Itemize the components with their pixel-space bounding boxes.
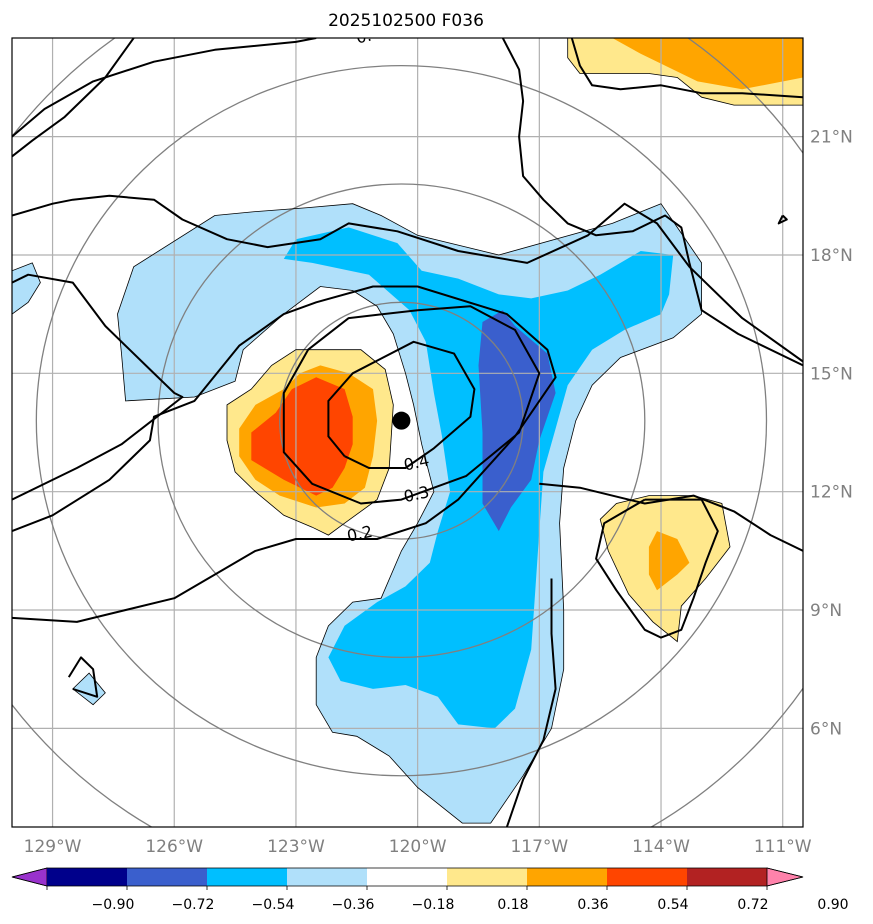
x-tick-label: 114°W: [632, 837, 690, 857]
colorbar-tick-label: −0.18: [412, 897, 455, 913]
y-tick-label: 6°N: [810, 719, 842, 739]
contour-label: 0.: [354, 26, 373, 48]
contour-line: [595, 498, 719, 639]
range-ring: [157, 183, 646, 659]
contour-line: [12, 285, 557, 623]
y-tick-label: 12°N: [810, 483, 853, 503]
contour-line: [539, 482, 803, 552]
contour-line: [505, 578, 557, 827]
chart-title: 2025102500 F036: [328, 11, 484, 31]
contour-line: [570, 38, 803, 99]
colorbar-tick-label: −0.90: [92, 897, 135, 913]
range-ring: [35, 64, 768, 777]
filled-region-outline: [599, 495, 731, 643]
contour-line: [777, 214, 788, 225]
contour-line: [501, 38, 803, 367]
filled-region-outline: [12, 262, 41, 315]
x-tick-label: 123°W: [267, 837, 325, 857]
contour-line: [67, 656, 99, 698]
filled-region-outline: [567, 38, 803, 106]
colorbar-extend-high: [766, 867, 804, 887]
y-tick-label: 15°N: [810, 364, 853, 384]
y-axis-ticks: 6°N 9°N 12°N 15°N 18°N 21°N: [810, 128, 853, 740]
y-tick-label: 9°N: [810, 601, 842, 621]
colorbar-segment: [207, 868, 288, 886]
filled-region: [648, 531, 690, 591]
y-tick-label: 18°N: [810, 246, 853, 266]
x-tick-label: 126°W: [145, 837, 203, 857]
contour-line: [12, 38, 317, 138]
x-tick-label: 111°W: [754, 837, 812, 857]
contour-label: 0.4: [402, 451, 431, 475]
map-plot-area: 0.4 0.3 0.2 0.: [12, 26, 803, 827]
colorbar-segment: [287, 868, 368, 886]
colorbar-segment: [607, 868, 688, 886]
contour-line: [12, 38, 135, 158]
colorbar-tick-label: −0.72: [172, 897, 215, 913]
storm-center-marker: [392, 411, 411, 430]
contour-line: [12, 273, 184, 501]
colorbar-extend-low: [11, 867, 48, 887]
gridlines: [12, 38, 803, 827]
filled-region: [251, 377, 353, 496]
colorbar-tick-label: 0.72: [737, 897, 768, 913]
contour-labels: 0.4 0.3 0.2 0.: [345, 26, 431, 546]
colorbar-segment: [367, 868, 448, 886]
x-axis-ticks: 129°W 126°W 123°W 120°W 117°W 114°W 111°W: [24, 837, 812, 857]
filled-region-outline: [72, 672, 106, 706]
filled-region: [612, 38, 803, 90]
contour-line: [327, 340, 476, 469]
y-tick-label: 21°N: [810, 128, 853, 148]
colorbar-tick-label: −0.36: [332, 897, 375, 913]
contour-lines: [12, 38, 803, 827]
filled-region-outline: [117, 203, 702, 824]
colorbar-tick-label: 0.54: [657, 897, 688, 913]
colorbar-tick-label: 0.18: [497, 897, 528, 913]
x-tick-label: 117°W: [510, 837, 568, 857]
x-tick-label: 129°W: [24, 837, 82, 857]
plot-frame: [11, 37, 804, 828]
colorbar: −0.90 −0.72 −0.54 −0.36 −0.18 0.18 0.36 0.54 0.7…: [11, 867, 849, 913]
filled-region-outline: [226, 349, 394, 536]
colorbar-tick-label: 0.90: [817, 897, 848, 913]
x-tick-label: 120°W: [389, 837, 447, 857]
contour-label: 0.3: [402, 482, 431, 506]
colorbar-segment: [47, 868, 128, 886]
colorbar-tick-label: 0.36: [577, 897, 608, 913]
colorbar-segment: [687, 868, 768, 886]
colorbar-segment: [527, 868, 608, 886]
contour-label: 0.2: [345, 522, 374, 546]
contour-line: [12, 194, 803, 363]
filled-contours: [12, 38, 803, 824]
colorbar-segment: [447, 868, 528, 886]
colorbar-tick-label: −0.54: [252, 897, 295, 913]
colorbar-segment: [127, 868, 208, 886]
range-rings: [12, 38, 803, 827]
contour-line: [282, 305, 541, 505]
filled-region: [478, 310, 556, 532]
